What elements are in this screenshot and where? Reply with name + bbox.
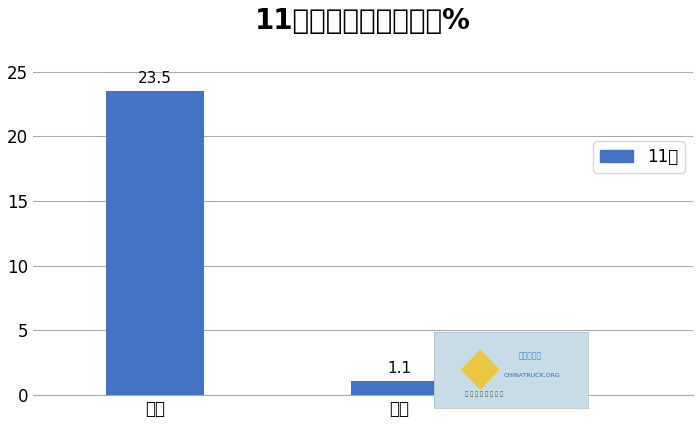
Polygon shape — [462, 351, 498, 389]
Text: 23.5: 23.5 — [138, 71, 172, 86]
Bar — [106, 91, 204, 395]
Legend: 11月: 11月 — [594, 142, 685, 173]
Bar — [351, 381, 449, 395]
Text: CHINATRUCK.ORG: CHINATRUCK.ORG — [503, 374, 560, 378]
Text: 中國卡車網: 中國卡車網 — [519, 351, 542, 360]
Text: 1.1: 1.1 — [388, 361, 412, 376]
Text: 官 方 卡 车 所 以 别 发: 官 方 卡 车 所 以 别 发 — [465, 391, 503, 397]
Title: 11月冷藏车销量同环比%: 11月冷藏车销量同环比% — [255, 7, 471, 35]
